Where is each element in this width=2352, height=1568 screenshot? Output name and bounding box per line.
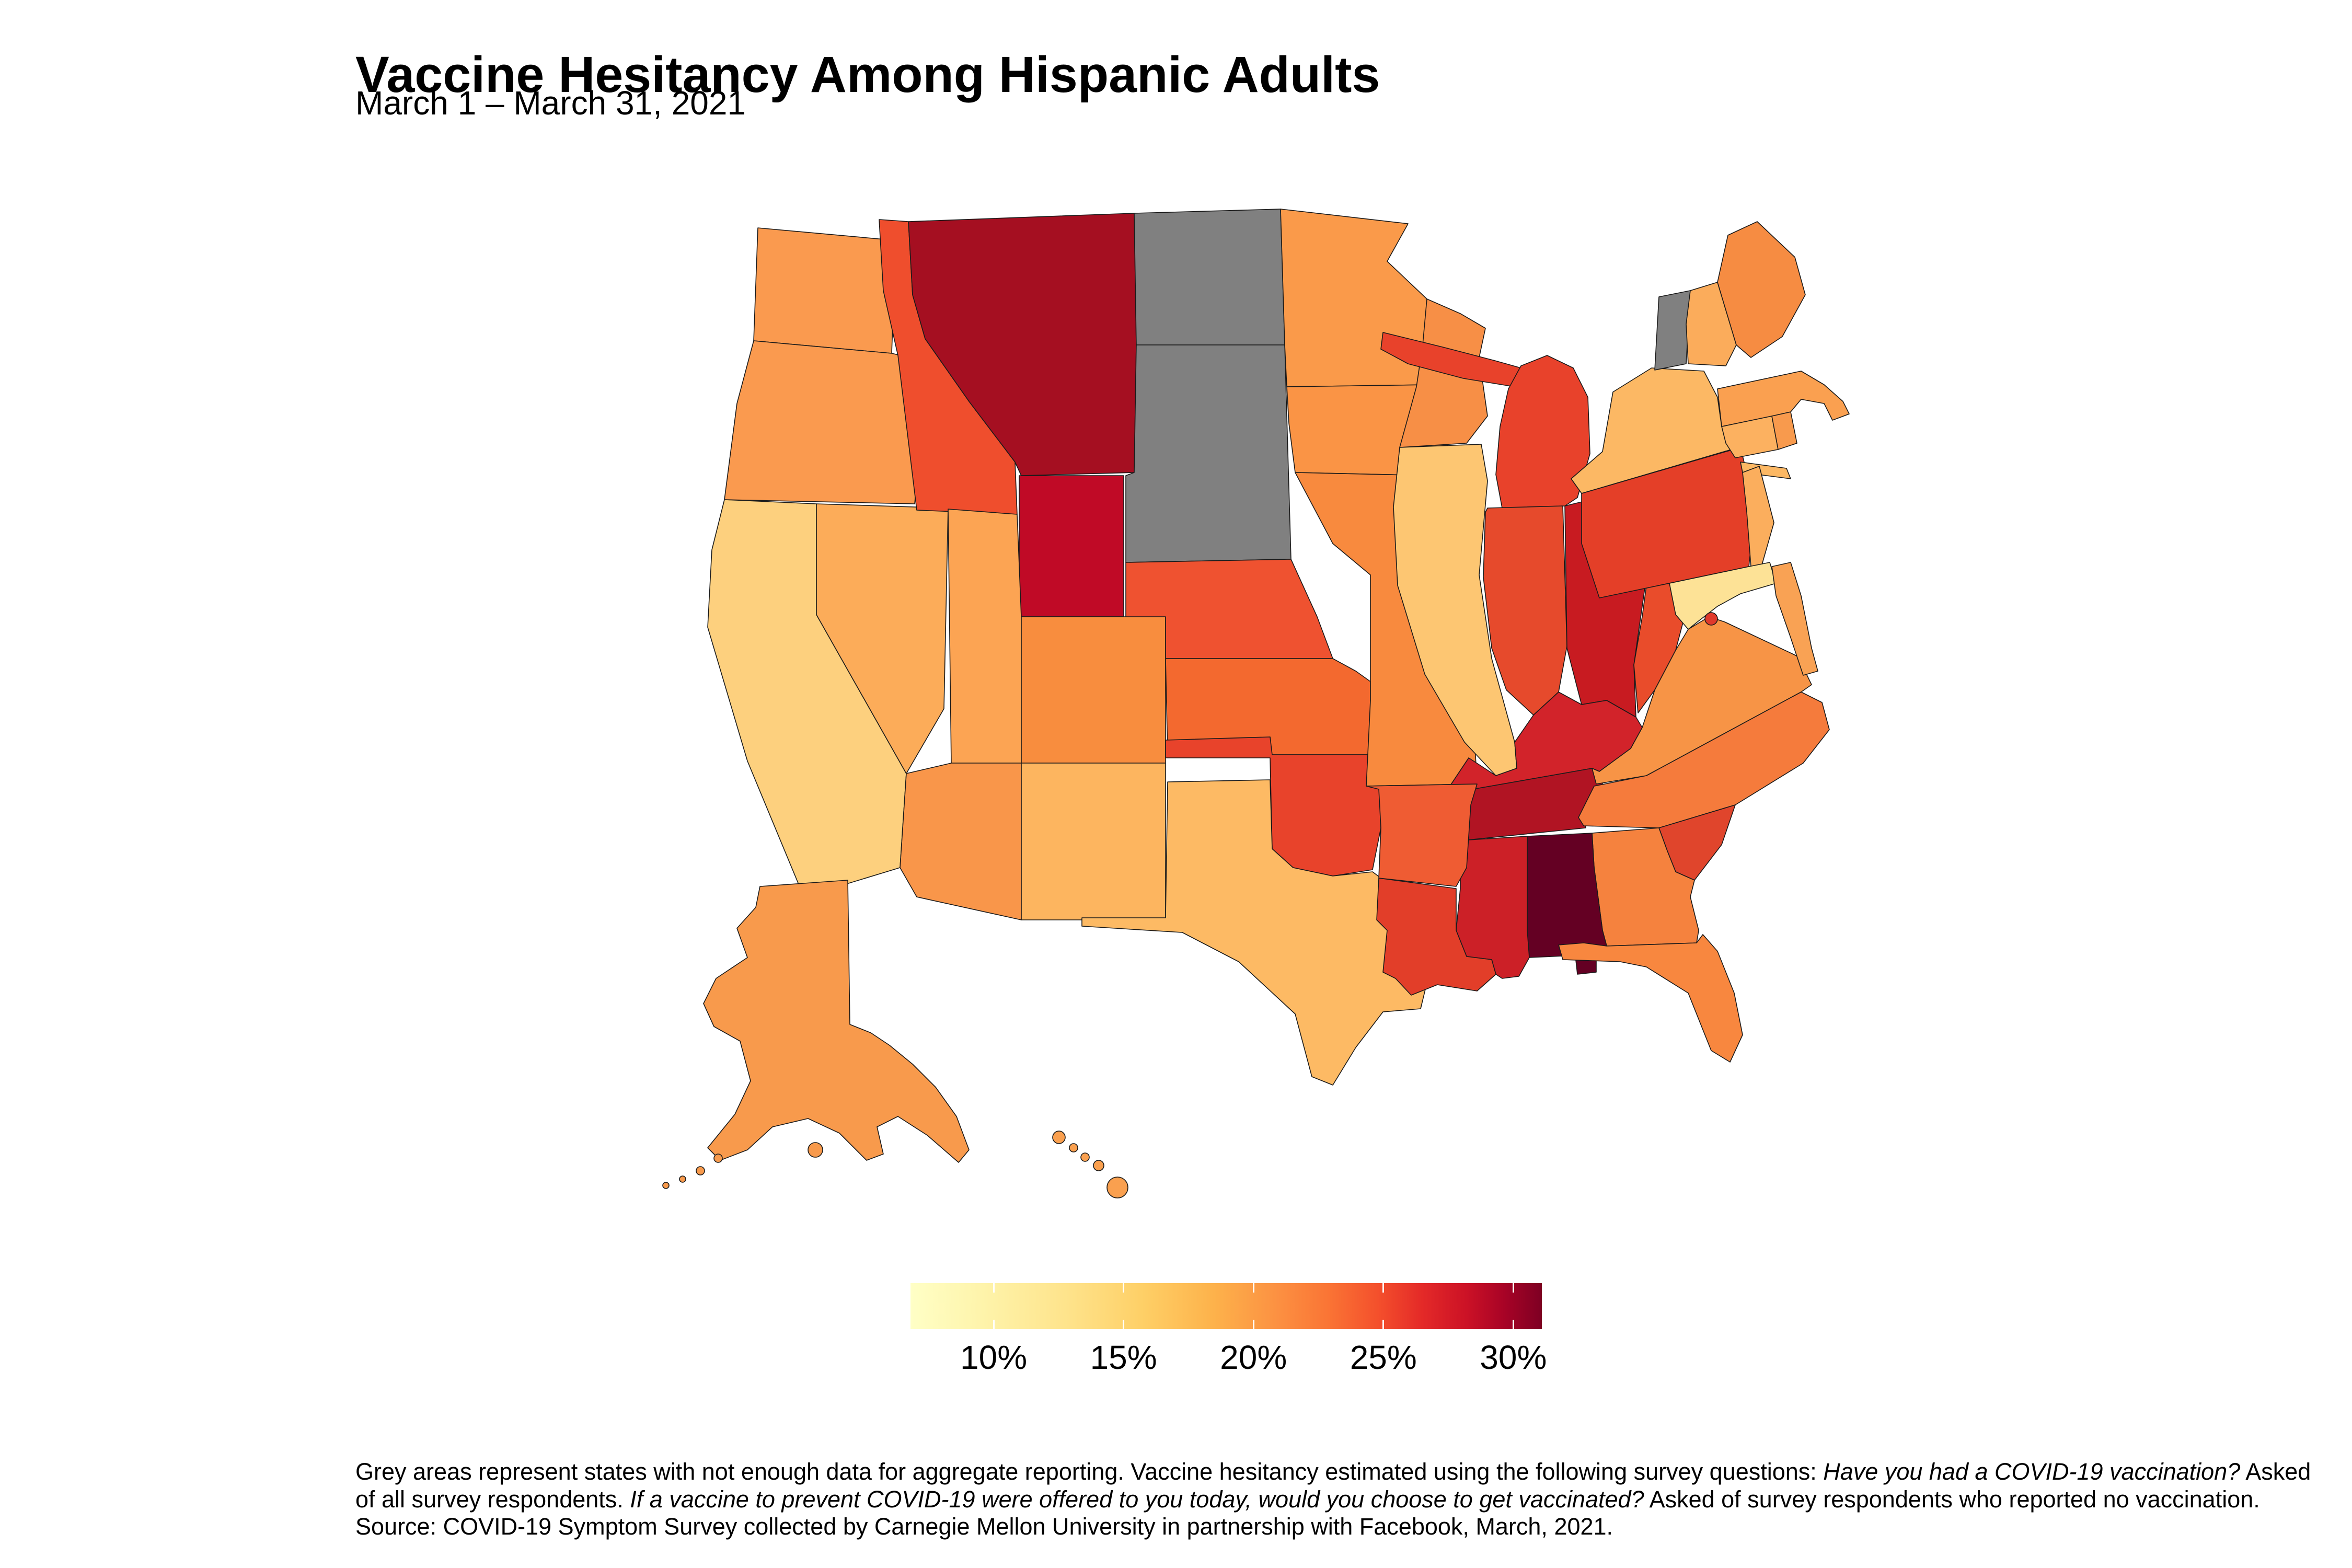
colorbar-tick-15% [1123, 1320, 1125, 1329]
state-AK [679, 1175, 686, 1183]
colorbar-tick-25% [1382, 1320, 1385, 1329]
page-title: Vaccine Hesitancy Among Hispanic Adults [355, 45, 1380, 103]
state-MA [1717, 371, 1850, 427]
state-HI [1069, 1143, 1078, 1152]
colorbar-tick-25% [1382, 1283, 1385, 1293]
footnote-survey-question: Have you had a COVID-19 vaccination? [1823, 1458, 2241, 1485]
colorbar-tick-labels: 10% 15% 20% 25% 30% [910, 1338, 1547, 1385]
colorbar-tick-10% [993, 1283, 995, 1293]
state-DC [1704, 612, 1718, 626]
state-OK [1165, 736, 1381, 877]
footnote-segment: Grey areas represent states with not eno… [355, 1458, 1824, 1485]
footnote-segment: Asked of all survey respondents. [355, 1458, 2311, 1513]
state-ME [1717, 221, 1806, 358]
state-AZ [900, 763, 1022, 920]
state-TX [1081, 779, 1429, 1086]
state-CO [1021, 616, 1166, 764]
state-ND [1134, 209, 1285, 345]
state-WY [1019, 475, 1124, 617]
colorbar-label-20%: 20% [1220, 1339, 1287, 1376]
state-MD [1669, 562, 1777, 630]
state-AK [713, 1154, 723, 1163]
state-UT [948, 509, 1022, 764]
colorbar-label-15%: 15% [1090, 1339, 1157, 1376]
state-AK [703, 880, 970, 1163]
colorbar-tick-15% [1123, 1283, 1125, 1293]
colorbar-legend [910, 1283, 1542, 1329]
state-SD [1125, 344, 1292, 563]
map-svg [662, 209, 1850, 1198]
state-MS [1456, 836, 1530, 979]
state-AK [808, 1142, 823, 1158]
state-AR [1366, 783, 1478, 887]
state-NC [1578, 691, 1830, 828]
state-MI [1495, 355, 1590, 509]
states-group [662, 209, 1850, 1198]
state-OR [724, 340, 928, 504]
state-AK [696, 1166, 705, 1175]
colorbar-tick-20% [1252, 1320, 1254, 1329]
state-HI [1106, 1177, 1128, 1198]
state-IN [1483, 505, 1567, 716]
footnote-survey-question: If a vaccine to prevent COVID-19 were of… [630, 1485, 1644, 1513]
footnote-segment: Asked of survey respondents who reported… [355, 1485, 2260, 1540]
colorbar-tick-20% [1252, 1283, 1254, 1293]
state-WA [753, 227, 896, 354]
colorbar-label-25%: 25% [1350, 1339, 1417, 1376]
colorbar-tick-30% [1512, 1320, 1514, 1329]
page-subtitle: March 1 – March 31, 2021 [355, 84, 746, 122]
state-DE [1771, 562, 1818, 676]
state-NY [1571, 367, 1739, 494]
colorbar-label-10%: 10% [960, 1339, 1028, 1376]
us-choropleth-map [601, 199, 1960, 1265]
footnote-text: Grey areas represent states with not eno… [355, 1458, 2336, 1541]
colorbar-tick-10% [993, 1320, 995, 1329]
state-HI [1093, 1160, 1104, 1171]
state-FL [1558, 934, 1743, 1063]
colorbar-label-30%: 30% [1480, 1339, 1547, 1376]
state-VT [1654, 290, 1691, 371]
state-HI [1080, 1152, 1090, 1162]
colorbar-gradient [910, 1283, 1542, 1329]
colorbar-tick-30% [1512, 1283, 1514, 1293]
state-LA [1376, 878, 1496, 996]
state-HI [1052, 1131, 1066, 1144]
state-NY [1740, 462, 1791, 479]
state-AK [662, 1182, 670, 1189]
state-NM [1021, 763, 1166, 920]
